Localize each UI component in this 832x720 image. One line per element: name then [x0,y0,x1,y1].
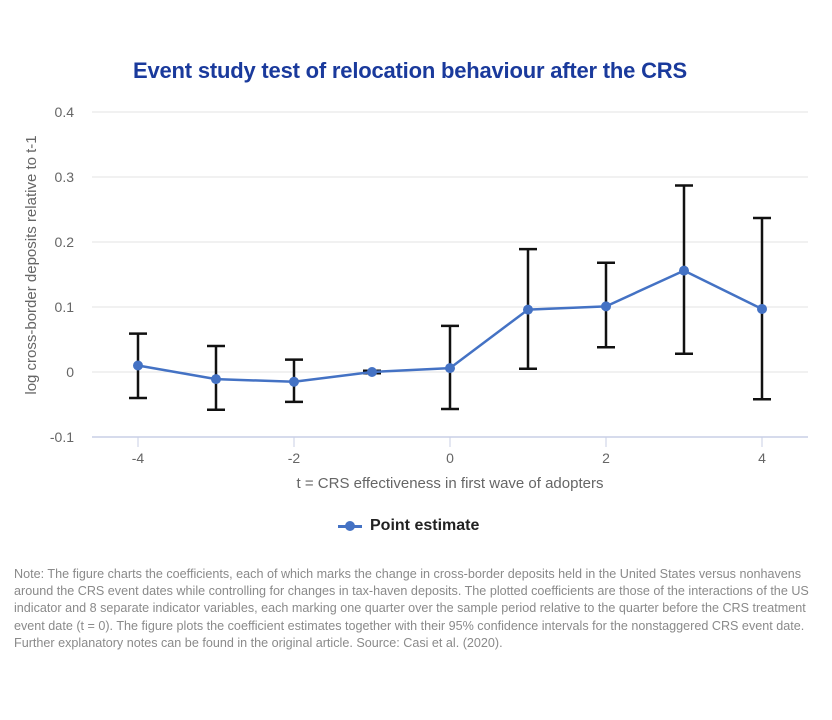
chart-title: Event study test of relocation behaviour… [133,58,687,83]
x-tick-label: 2 [602,450,610,466]
data-point [757,303,767,314]
data-point [367,367,377,377]
x-tick-label: 4 [758,450,766,466]
x-axis-label: t = CRS effectiveness in first wave of a… [297,475,604,492]
x-tick-label: -4 [132,450,145,466]
x-tick-label: 0 [446,450,454,466]
data-point [601,301,611,312]
y-tick-label: 0.3 [55,169,75,185]
legend-label: Point estimate [370,517,480,534]
legend[interactable]: Point estimate [338,517,479,535]
data-point [445,363,455,374]
series-point-estimate [133,265,767,387]
y-axis-label: log cross-border deposits relative to t-… [23,135,40,394]
data-point [289,376,299,387]
figure-note: Note: The figure charts the coefficients… [14,567,809,650]
y-tick-label: -0.1 [50,429,74,445]
legend-line-marker-icon [338,521,362,531]
data-point [679,265,689,276]
data-point [523,304,533,315]
y-tick-label: 0 [66,364,74,380]
x-tick-label: -2 [288,450,301,466]
x-axis-ticks: -4 -2 0 2 4 [132,437,766,466]
y-tick-label: 0.4 [55,104,75,120]
data-point [133,360,143,371]
error-bars [129,184,771,411]
y-tick-label: 0.1 [55,299,75,315]
gridlines [92,111,808,373]
data-point [211,374,221,385]
y-tick-label: 0.2 [55,234,75,250]
y-axis-ticks: -0.1 0 0.1 0.2 0.3 0.4 [50,104,74,445]
